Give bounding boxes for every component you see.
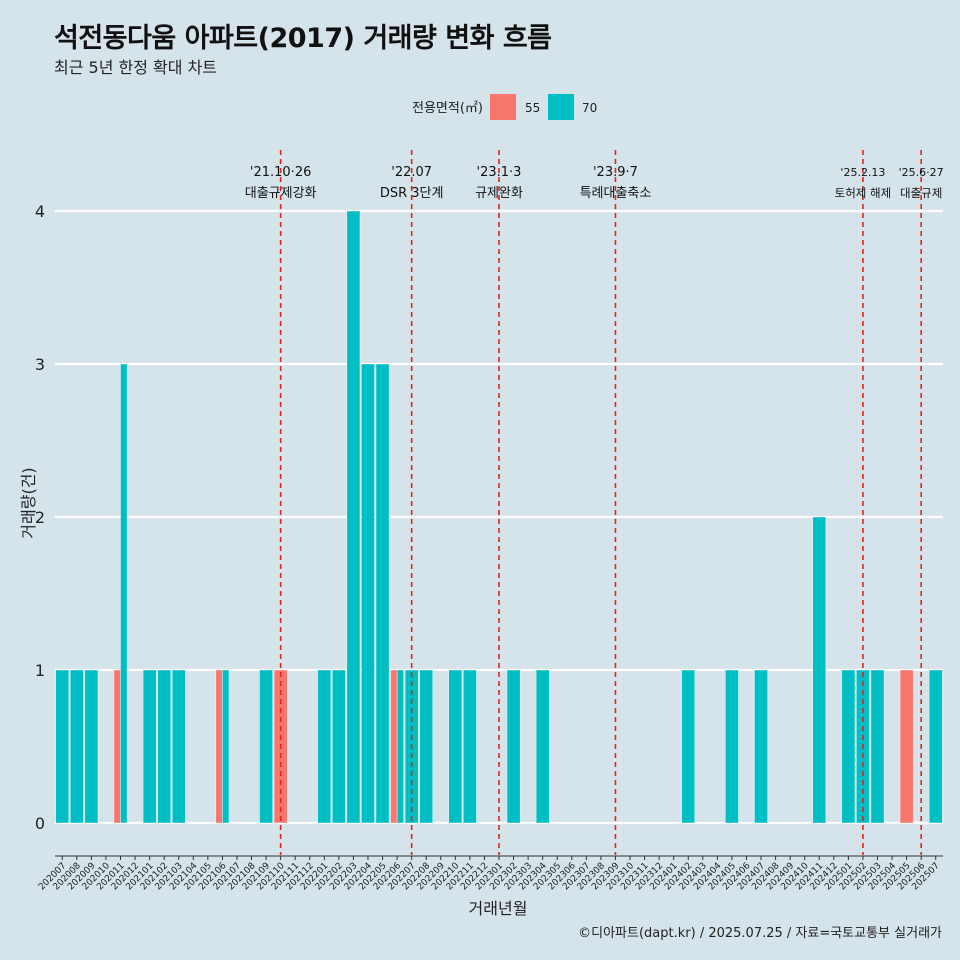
bar-55 (390, 669, 398, 824)
bar-70 (222, 669, 230, 824)
y-tick-label: 0 (35, 814, 45, 833)
event-label: 토허제 해제 (835, 186, 892, 200)
bar-70 (70, 669, 84, 824)
y-axis-ticks: 0 1 2 3 4 (35, 202, 45, 833)
y-tick-label: 1 (35, 661, 45, 680)
y-tick-label: 4 (35, 202, 45, 221)
event-date-label: '21.10·26 (250, 165, 311, 180)
bar-70 (681, 669, 695, 824)
bar-70 (725, 669, 739, 824)
bar-70 (346, 210, 361, 824)
event-date-label: '23.1·3 (477, 165, 522, 180)
bar-70 (448, 669, 463, 824)
bar-55 (113, 669, 121, 824)
legend-label-70: 70 (582, 101, 597, 115)
event-label: 대출규제강화 (245, 186, 317, 201)
bar-70 (375, 363, 390, 824)
legend-swatch-70 (548, 94, 574, 120)
bar-70 (396, 669, 404, 824)
chart-subtitle: 최근 5년 한정 확대 차트 (54, 58, 218, 77)
bar-70 (870, 669, 885, 824)
bar-70 (317, 669, 332, 824)
bar-70 (332, 669, 346, 824)
y-axis-title: 거래량(건) (19, 467, 38, 538)
x-axis-title: 거래년월 (469, 899, 528, 918)
event-date-label: '22.07 (391, 165, 432, 180)
y-tick-label: 3 (35, 355, 45, 374)
event-label: 특례대출축소 (580, 186, 652, 201)
source-caption: ©디아파트(dapt.kr) / 2025.07.25 / 자료=국토교통부 실… (578, 926, 942, 941)
bar-70 (812, 516, 827, 824)
bar-70 (535, 669, 550, 824)
bar-70 (84, 669, 99, 824)
event-date-label: '25.2.13 (840, 166, 885, 179)
bar-70 (841, 669, 856, 824)
event-label: DSR 3단계 (380, 186, 444, 201)
chart-title: 석전동다움 아파트(2017) 거래량 변화 흐름 (54, 23, 552, 54)
bar-70 (157, 669, 171, 824)
bar-70 (171, 669, 186, 824)
bar-70 (120, 363, 128, 824)
bar-70 (55, 669, 70, 824)
event-label: 대출규제 (900, 186, 942, 200)
legend-label-55: 55 (525, 101, 540, 115)
legend-title: 전용면적(㎡) (412, 101, 483, 116)
bar-70 (754, 669, 768, 824)
event-label: 규제완화 (475, 186, 523, 201)
x-axis: 2020072020082020092020102020112020122021… (37, 855, 943, 892)
bar-70 (142, 669, 157, 824)
event-date-label: '25.6·27 (899, 166, 944, 179)
event-lines (279, 150, 922, 855)
event-date-label: '23.9·7 (593, 165, 638, 180)
bar-55 (899, 669, 914, 824)
grid-lines (55, 209, 943, 825)
bars (55, 210, 943, 824)
bar-70 (259, 669, 273, 824)
y-tick-label: 2 (35, 508, 45, 527)
bar-70 (928, 669, 943, 824)
event-annotations: '21.10·26 대출규제강화 '22.07 DSR 3단계 '23.1·3 규제완화 '… (245, 165, 944, 201)
bar-55 (215, 669, 223, 824)
bar-70 (506, 669, 521, 824)
bar-70 (419, 669, 433, 824)
bar-70 (361, 363, 375, 824)
legend-swatch-55 (490, 94, 516, 120)
bar-70 (463, 669, 477, 824)
legend: 전용면적(㎡) 55 70 (412, 94, 597, 120)
